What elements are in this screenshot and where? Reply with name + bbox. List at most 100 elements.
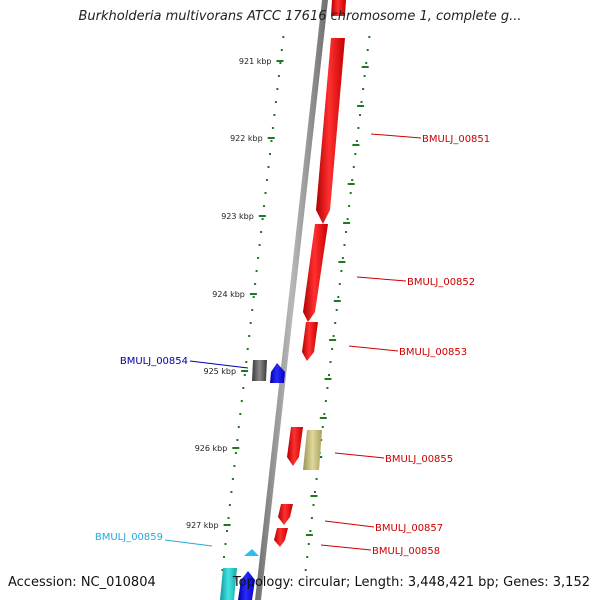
- ruler-tick-label: 922 kbp: [230, 134, 263, 143]
- ruler-dot: [251, 309, 254, 311]
- ruler-dot: [231, 478, 234, 480]
- gene-feature-bmulj-00860[interactable]: [220, 568, 237, 600]
- ruler-dot: [240, 400, 243, 402]
- ruler-minor-tick: [324, 378, 332, 380]
- ruler-dot: [314, 491, 316, 493]
- gene-feature-bmulj-00861[interactable]: [238, 571, 255, 600]
- gene-feature-bmulj-00850[interactable]: [331, 0, 346, 16]
- ruler-dot: [321, 426, 324, 428]
- ruler-dot: [273, 114, 276, 116]
- ruler-dot: [315, 478, 318, 480]
- label-leader-lines: [164, 133, 422, 551]
- ruler-dot: [242, 387, 245, 389]
- ruler-dot: [246, 348, 249, 350]
- ruler-major-tick: [223, 524, 231, 526]
- leader-line-bmulj-00859: [164, 539, 213, 547]
- ruler-major-tick: [258, 215, 266, 217]
- ruler-dot: [258, 244, 261, 246]
- ruler-dot: [274, 101, 277, 103]
- genome-summary-text: Topology: circular; Length: 3,448,421 bp…: [232, 575, 590, 590]
- gene-feature-bmulj-00857[interactable]: [278, 504, 293, 525]
- ruler-dot: [270, 140, 273, 142]
- ruler-minor-tick: [333, 300, 341, 302]
- ruler-dot: [255, 270, 258, 272]
- gene-feature-bmulj-00858[interactable]: [274, 528, 288, 547]
- ruler-dot: [326, 387, 329, 389]
- ruler-dot: [337, 296, 340, 298]
- ruler-dot: [271, 127, 274, 129]
- ruler-dot: [249, 322, 252, 324]
- gene-feature-bmulj-00852[interactable]: [303, 224, 328, 322]
- ruler-dot: [276, 88, 279, 90]
- ruler-dot: [310, 517, 313, 519]
- gene-label-bmulj-00859[interactable]: BMULJ_00859: [95, 532, 163, 543]
- ruler-dot: [363, 75, 366, 77]
- leader-line-bmulj-00858: [320, 544, 372, 551]
- gene-feature-bmulj-00855[interactable]: [287, 427, 303, 466]
- ruler-dot: [343, 244, 346, 246]
- ruler-minor-tick: [357, 105, 365, 107]
- map-title: Burkholderia multivorans ATCC 17616 chro…: [78, 9, 522, 24]
- ruler-major-tick: [241, 370, 249, 372]
- gene-feature-bmulj-00854[interactable]: [270, 363, 285, 383]
- ruler-dot: [252, 296, 255, 298]
- gene-feature-bmulj-00851[interactable]: [316, 38, 345, 224]
- backbone: [255, 0, 328, 600]
- gene-label-bmulj-00858[interactable]: BMULJ_00858: [372, 546, 440, 557]
- ruler-minor-tick: [305, 534, 313, 536]
- gene-feature-bmulj-00853[interactable]: [302, 322, 318, 361]
- ruler-dot: [304, 569, 307, 571]
- ruler-dot: [357, 127, 360, 129]
- gene-feature-bmulj-00856[interactable]: [303, 430, 322, 470]
- ruler-dot: [340, 270, 343, 272]
- ruler-minor-tick: [338, 261, 346, 263]
- ruler-major-tick: [249, 293, 257, 295]
- ruler-dot: [230, 491, 233, 493]
- gene-label-bmulj-00855[interactable]: BMULJ_00855: [385, 454, 453, 465]
- ruler-minor-tick: [361, 66, 369, 68]
- ruler-dot: [323, 413, 326, 415]
- ruler-dot: [306, 556, 309, 558]
- ruler-dot: [329, 361, 332, 363]
- ruler-dot: [334, 322, 337, 324]
- gene-feature-bmulj-00854-dark[interactable]: [252, 360, 267, 381]
- ruler-ticks: [223, 60, 369, 536]
- ruler-dot: [237, 426, 240, 428]
- gene-label-bmulj-00851[interactable]: BMULJ_00851: [422, 134, 490, 145]
- ruler-dot: [234, 452, 237, 454]
- ruler-dot: [335, 309, 338, 311]
- leader-line-bmulj-00853: [348, 345, 399, 352]
- ruler-minor-tick: [343, 222, 351, 224]
- ruler-dot: [354, 153, 357, 155]
- gene-features: [220, 0, 346, 600]
- ruler-dot: [221, 569, 224, 571]
- ruler-dot: [280, 49, 283, 51]
- ruler-dot: [282, 36, 285, 38]
- ruler-minor-tick: [319, 417, 327, 419]
- leader-line-bmulj-00852: [356, 276, 407, 282]
- gene-feature-bmulj-00859[interactable]: [244, 549, 259, 556]
- ruler-dot: [366, 49, 369, 51]
- ruler-tick-label: 926 kbp: [195, 444, 228, 453]
- gene-label-bmulj-00857[interactable]: BMULJ_00857: [375, 523, 443, 534]
- ruler-major-tick: [232, 447, 240, 449]
- ruler-dot: [233, 465, 236, 467]
- ruler-dot: [341, 257, 344, 259]
- ruler-tick-label: 924 kbp: [212, 290, 245, 299]
- ruler-dot: [351, 179, 354, 181]
- ruler-dot: [331, 348, 334, 350]
- gene-label-bmulj-00854[interactable]: BMULJ_00854: [120, 356, 188, 367]
- ruler-dot: [332, 335, 335, 337]
- ruler-dot: [243, 374, 246, 376]
- ruler-dot: [277, 75, 280, 77]
- ruler-dot: [264, 192, 267, 194]
- gene-label-bmulj-00853[interactable]: BMULJ_00853: [399, 347, 467, 358]
- ruler-dot: [324, 400, 327, 402]
- gene-label-bmulj-00852[interactable]: BMULJ_00852: [407, 277, 475, 288]
- ruler-dot: [355, 140, 358, 142]
- ruler-tick-label: 923 kbp: [221, 212, 254, 221]
- ruler-major-tick: [267, 137, 275, 139]
- ruler-dot: [261, 218, 264, 220]
- ruler-dot: [245, 361, 248, 363]
- ruler-dot: [365, 62, 368, 64]
